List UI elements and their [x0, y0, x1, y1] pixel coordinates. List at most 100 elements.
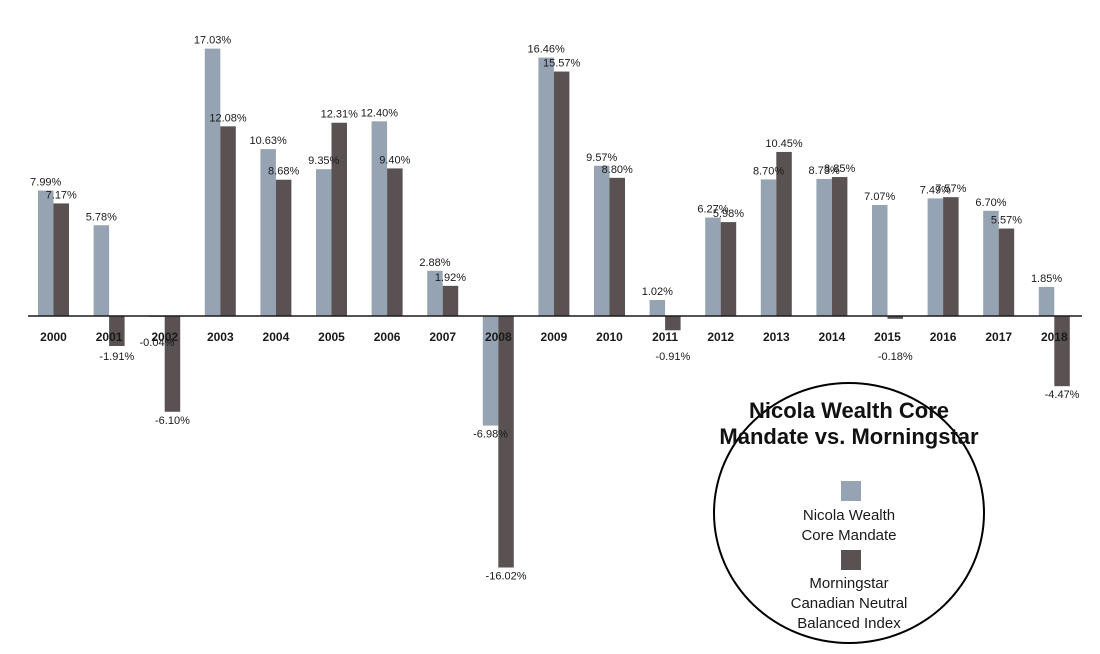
data-label-morningstar-2014: 8.85%	[824, 163, 855, 175]
data-label-core-mandate-2014: 8.73%	[809, 165, 840, 177]
x-tick-label-2014: 2014	[819, 330, 846, 344]
bar-core-mandate-2001	[93, 225, 110, 316]
x-tick-label-2007: 2007	[429, 330, 456, 344]
bar-core-mandate-2003	[204, 48, 221, 317]
legend-label-line: Nicola Wealth	[802, 507, 896, 524]
bar-core-mandate-2012	[705, 217, 721, 316]
x-tick-label-2004: 2004	[263, 330, 290, 344]
bar-core-mandate-2017	[983, 210, 999, 316]
bar-morningstar-2006	[387, 168, 403, 316]
data-label-morningstar-2004: 8.68%	[268, 166, 299, 178]
data-label-morningstar-2010: 8.80%	[602, 164, 633, 176]
x-tick-label-2017: 2017	[985, 330, 1012, 344]
bar-core-mandate-2013	[760, 179, 777, 316]
bar-core-mandate-2009	[538, 57, 554, 316]
bar-morningstar-2004	[275, 179, 292, 316]
bar-morningstar-2007	[442, 285, 459, 316]
bar-morningstar-2003	[220, 126, 236, 317]
legend-label-line: Balanced Index	[797, 615, 901, 632]
legend-label-line: Core Mandate	[801, 527, 897, 544]
x-tick-label-2001: 2001	[96, 330, 123, 344]
chart-title: Nicola Wealth Core Mandate vs. Morningst…	[719, 398, 979, 449]
data-label-morningstar-2006: 9.40%	[379, 154, 410, 166]
bar-morningstar-2002	[164, 316, 181, 412]
legend-label-line: Canadian Neutral	[790, 595, 908, 612]
data-label-core-mandate-2009: 16.46%	[527, 44, 565, 56]
bar-morningstar-2014	[831, 177, 848, 316]
data-label-morningstar-2001: -1.91%	[99, 351, 134, 363]
bar-morningstar-2000	[53, 203, 69, 316]
bars-group	[38, 48, 1070, 568]
bar-core-mandate-2000	[38, 190, 54, 316]
data-label-core-mandate-2008: -6.98%	[473, 429, 508, 441]
bar-core-mandate-2014	[816, 178, 832, 316]
data-label-morningstar-2015: -0.18%	[878, 351, 913, 363]
bar-morningstar-2018	[1054, 316, 1070, 387]
data-label-morningstar-2011: -0.91%	[655, 351, 690, 363]
bar-core-mandate-2004	[260, 149, 276, 316]
data-label-core-mandate-2007: 2.88%	[419, 257, 450, 269]
data-label-morningstar-2003: 12.08%	[209, 112, 247, 124]
data-label-core-mandate-2005: 9.35%	[308, 155, 339, 167]
x-tick-label-2000: 2000	[40, 330, 67, 344]
data-label-core-mandate-2006: 12.40%	[361, 107, 399, 119]
bar-core-mandate-2006	[371, 121, 388, 316]
x-tick-label-2012: 2012	[707, 330, 734, 344]
x-tick-label-2003: 2003	[207, 330, 234, 344]
data-label-morningstar-2002: -6.10%	[155, 415, 190, 427]
bar-core-mandate-2005	[316, 169, 332, 316]
data-label-core-mandate-2015: 7.07%	[864, 191, 895, 203]
bar-morningstar-2017	[998, 228, 1015, 316]
bar-morningstar-2013	[776, 151, 792, 316]
data-label-core-mandate-2017: 6.70%	[975, 197, 1006, 209]
x-tick-label-2013: 2013	[763, 330, 790, 344]
data-label-core-mandate-2000: 7.99%	[30, 177, 61, 189]
data-label-morningstar-2017: 5.57%	[991, 215, 1022, 227]
bar-core-mandate-2018	[1038, 286, 1055, 316]
bar-core-mandate-2008	[482, 316, 499, 426]
data-label-morningstar-2008: -16.02%	[486, 571, 527, 583]
data-label-morningstar-2000: 7.17%	[46, 189, 77, 201]
data-label-core-mandate-2002: -0.04%	[140, 337, 175, 349]
legend: Nicola Wealth Core Mandate vs. Morningst…	[713, 382, 985, 644]
legend-swatch-core-mandate	[841, 481, 861, 501]
legend-label-line: Morningstar	[809, 575, 889, 592]
x-tick-label-2002: 2002	[151, 330, 178, 344]
bar-core-mandate-2010	[594, 165, 610, 316]
data-label-morningstar-2016: 7.57%	[935, 183, 966, 195]
legend-label-core-mandate: Nicola Wealth Core Mandate	[715, 506, 983, 546]
data-label-core-mandate-2001: 5.78%	[86, 211, 117, 223]
data-label-core-mandate-2012: 6.27%	[697, 204, 728, 216]
x-tick-label-2010: 2010	[596, 330, 623, 344]
bar-morningstar-2001	[109, 316, 125, 346]
bar-morningstar-2015	[887, 316, 903, 319]
data-label-core-mandate-2004: 10.63%	[249, 135, 287, 147]
x-tick-label-2016: 2016	[930, 330, 957, 344]
data-label-core-mandate-2013: 8.70%	[753, 165, 784, 177]
data-label-core-mandate-2016: 7.49%	[920, 184, 951, 196]
labels-group: 7.99%7.17% 2000 5.78% -1.91% 2001 -0.04% -6.10…	[30, 35, 1080, 583]
x-tick-label-2005: 2005	[318, 330, 345, 344]
bar-morningstar-2009	[553, 71, 570, 317]
bar-morningstar-2016	[943, 197, 959, 316]
legend-label-morningstar: Morningstar Canadian Neutral Balanced In…	[715, 574, 983, 634]
data-label-morningstar-2013: 10.45%	[765, 138, 803, 150]
data-label-morningstar-2009: 15.57%	[543, 58, 581, 70]
data-label-core-mandate-2011: 1.02%	[642, 286, 673, 298]
data-label-morningstar-2018: -4.47%	[1045, 389, 1080, 401]
bar-core-mandate-2016	[927, 198, 944, 316]
data-label-core-mandate-2010: 9.57%	[586, 152, 617, 164]
data-label-morningstar-2005: 12.31%	[321, 109, 359, 121]
x-tick-label-2015: 2015	[874, 330, 901, 344]
data-label-core-mandate-2018: 1.85%	[1031, 273, 1062, 285]
bar-core-mandate-2007	[427, 270, 443, 316]
bar-morningstar-2010	[609, 177, 625, 316]
data-label-morningstar-2012: 5.98%	[713, 208, 744, 220]
x-tick-label-2018: 2018	[1041, 330, 1068, 344]
x-tick-label-2009: 2009	[541, 330, 568, 344]
x-tick-label-2006: 2006	[374, 330, 401, 344]
data-label-morningstar-2007: 1.92%	[435, 272, 466, 284]
bar-morningstar-2012	[720, 222, 737, 316]
x-tick-label-2011: 2011	[652, 330, 678, 344]
